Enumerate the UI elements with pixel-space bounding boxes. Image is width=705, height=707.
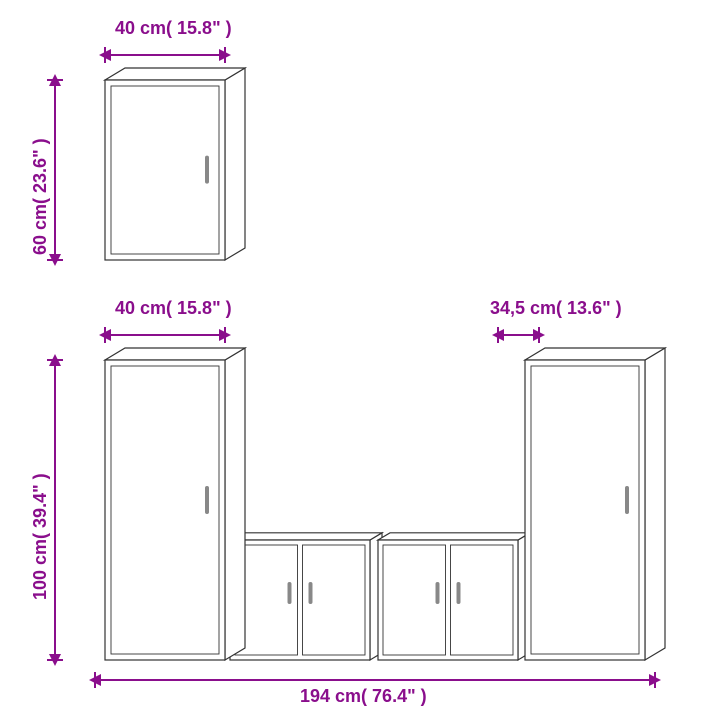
dim-btm-width-label: 40 cm( 15.8" ) [115, 298, 232, 319]
dim-top-height-label: 60 cm( 23.6" ) [30, 138, 51, 255]
dim-btm-total-label: 194 cm( 76.4" ) [300, 686, 427, 707]
dim-btm-height-label: 100 cm( 39.4" ) [30, 473, 51, 600]
dim-top-width-label: 40 cm( 15.8" ) [115, 18, 232, 39]
dim-btm-depth-label: 34,5 cm( 13.6" ) [490, 298, 622, 319]
